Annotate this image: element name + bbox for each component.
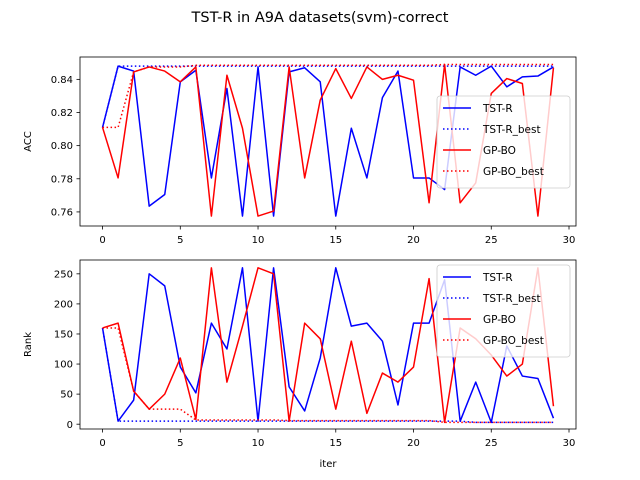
x-tick-label: 25	[485, 235, 498, 246]
acc-subplot: 0 5 10 15 20 25 30 0.76 0.78 0.80 0.82 0.84 ACC TST-R…	[23, 56, 577, 246]
x-tick-label: 25	[485, 438, 498, 449]
legend: TST-R TST-R_best GP-BO GP-BO_best	[436, 95, 571, 189]
axes-frame	[79, 56, 577, 227]
x-tick-label: 15	[329, 438, 342, 449]
legend-label: GP-BO_best	[483, 335, 544, 347]
axes-frame	[79, 259, 577, 430]
x-tick-label: 10	[252, 438, 265, 449]
y-tick-label: 50	[60, 390, 73, 401]
y-tick-label: 250	[54, 269, 73, 280]
series-line-gp-bo-best	[102, 63, 554, 129]
x-axis-label: iter	[320, 459, 338, 470]
legend-label: GP-BO_best	[483, 166, 544, 178]
legend-label: GP-BO	[483, 314, 516, 326]
y-axis-label: Rank	[23, 332, 34, 357]
series-line-tst-r	[101, 267, 555, 424]
y-tick-label: 0.80	[51, 141, 73, 152]
y-tick-label: 0.78	[51, 174, 73, 185]
y-tick-label: 0	[67, 420, 73, 431]
y-tick-label: 0.76	[51, 208, 73, 219]
legend-label: TST-R_best	[482, 124, 541, 136]
legend-label: TST-R_best	[482, 293, 541, 305]
legend-box	[436, 264, 571, 358]
rank-subplot: 0 5 10 15 20 25 30 0 50 100 150 200 250 Rank iter TST-R…	[23, 259, 577, 470]
y-tick-label: 200	[54, 300, 73, 311]
x-tick-label: 5	[177, 235, 183, 246]
legend-label: TST-R	[482, 272, 513, 284]
legend-box	[436, 95, 571, 189]
x-tick-label: 5	[177, 438, 183, 449]
legend-label: TST-R	[482, 103, 513, 115]
x-tick-label: 30	[563, 235, 576, 246]
y-tick-label: 100	[54, 360, 73, 371]
y-axis-label: ACC	[23, 131, 34, 152]
x-tick-label: 20	[407, 235, 420, 246]
x-tick-label: 0	[99, 438, 105, 449]
x-tick-label: 15	[329, 235, 342, 246]
series-line-tst-r-best	[101, 65, 554, 128]
series-line-tst-r-best	[101, 327, 554, 424]
legend-label: GP-BO	[483, 145, 516, 157]
y-tick-label: 0.84	[51, 75, 73, 86]
y-tick-label: 0.82	[51, 108, 73, 119]
series-line-tst-r	[101, 65, 554, 217]
x-tick-label: 30	[563, 438, 576, 449]
x-tick-label: 0	[99, 235, 105, 246]
figure-title: TST-R in A9A datasets(svm)-correct	[191, 10, 449, 26]
series-line-gp-bo-best	[102, 327, 554, 424]
x-tick-label: 20	[407, 438, 420, 449]
x-tick-label: 10	[252, 235, 265, 246]
legend: TST-R TST-R_best GP-BO GP-BO_best	[436, 264, 571, 358]
y-tick-label: 150	[54, 330, 73, 341]
